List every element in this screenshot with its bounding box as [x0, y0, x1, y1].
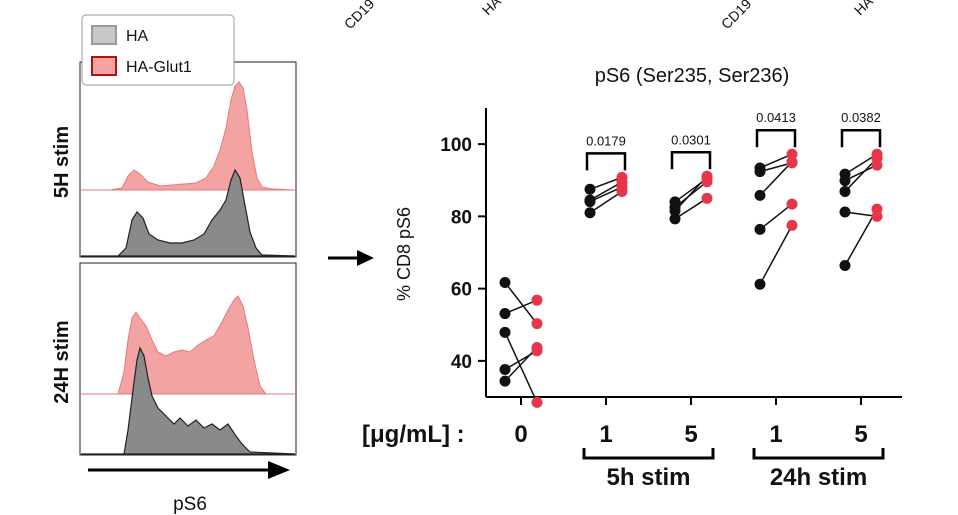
- significance-bracket-4: [840, 128, 882, 148]
- point-ha-glut1-0-1: [531, 294, 543, 306]
- histogram-box-5h: [79, 61, 297, 258]
- point-ha-3-4: [754, 278, 766, 290]
- histogram-box-24h: [79, 262, 297, 456]
- point-ha-4-3: [839, 206, 851, 218]
- y-tick-label-60: 60: [451, 280, 472, 301]
- point-ha-glut1-2-2: [701, 192, 713, 204]
- histogram-5h-ha: [81, 168, 296, 257]
- dose-label-2: 5: [684, 421, 697, 448]
- point-ha-glut1-2-3: [701, 170, 713, 182]
- point-ha-glut1-0-2: [531, 396, 543, 408]
- transition-arrow: [328, 250, 374, 266]
- point-ha-glut1-3-0: [786, 148, 798, 160]
- point-ha-0-3: [499, 364, 511, 376]
- pair-line-0-0: [504, 282, 538, 325]
- point-ha-0-0: [499, 276, 511, 288]
- point-ha-glut1-1-2: [616, 185, 628, 197]
- pair-line-3-1: [759, 162, 793, 173]
- stim-label-1: 24h stim: [770, 464, 867, 491]
- pair-line-4-1: [844, 164, 878, 182]
- top-label-4: HA: [851, 0, 877, 18]
- histogram-5h-ha-glut1: [81, 81, 296, 191]
- y-tick-label-40: 40: [451, 352, 472, 373]
- point-ha-3-3: [754, 223, 766, 235]
- stim-label-0: 5h stim: [606, 464, 690, 491]
- point-ha-2-2: [669, 213, 681, 225]
- legend-box: [81, 14, 235, 86]
- pair-line-0-4: [504, 346, 538, 382]
- pair-line-3-0: [759, 153, 793, 169]
- y-tick-label-80: 80: [451, 207, 472, 228]
- histogram-x-label: pS6: [173, 494, 207, 515]
- legend-swatch-ha: [91, 25, 117, 45]
- top-label-1: CD19: [341, 0, 378, 32]
- y-axis-label: % CD8 pS6: [394, 207, 414, 301]
- histogram-24h-ha-glut1: [81, 295, 295, 395]
- pair-line-0-1: [504, 299, 538, 315]
- row-label-24h: 24H stim: [51, 320, 73, 403]
- histogram-24h-ha: [81, 346, 296, 455]
- significance-bracket-3: [755, 128, 797, 148]
- legend-label-ha: HA: [126, 28, 149, 45]
- transition-arrow-head: [357, 250, 374, 266]
- y-tick-label-100: 100: [440, 135, 472, 156]
- legend-swatch-ha-glut1: [91, 56, 117, 76]
- point-ha-2-3: [669, 205, 681, 217]
- point-ha-4-2: [839, 185, 851, 197]
- pair-line-1-3: [589, 181, 623, 201]
- pair-line-1-0: [589, 176, 623, 190]
- pair-line-3-3: [759, 203, 793, 230]
- point-ha-4-1: [839, 175, 851, 187]
- pair-line-3-2: [759, 161, 793, 196]
- point-ha-glut1-0-4: [531, 342, 543, 354]
- point-ha-0-1: [499, 308, 511, 320]
- point-ha-0-2: [499, 326, 511, 338]
- top-labels: CD19 HA CD19 HA: [341, 0, 877, 32]
- point-ha-1-0: [584, 183, 596, 195]
- dose-label-1: 1: [599, 421, 612, 448]
- scatter-chart: pS6 (Ser235, Ser236) % CD8 pS6 406080100…: [362, 65, 902, 491]
- chart-title: pS6 (Ser235, Ser236): [595, 65, 790, 87]
- point-ha-glut1-0-0: [531, 318, 543, 330]
- dose-label-0: 0: [514, 421, 527, 448]
- stim-bracket-0: [582, 448, 715, 460]
- dose-units-label: [μg/mL] :: [362, 421, 465, 448]
- point-ha-1-3: [584, 194, 596, 206]
- significance-bracket-1: [585, 152, 627, 171]
- top-label-3: CD19: [718, 0, 755, 32]
- pair-line-1-2: [589, 190, 623, 214]
- point-ha-4-4: [839, 260, 851, 272]
- p-value-4: 0.0382: [841, 110, 881, 125]
- p-value-2: 0.0301: [671, 132, 711, 147]
- top-label-2: HA: [479, 0, 505, 18]
- point-ha-0-4: [499, 375, 511, 387]
- pair-line-2-2: [674, 197, 708, 220]
- p-value-3: 0.0413: [756, 110, 796, 125]
- significance-bracket-2: [670, 151, 712, 170]
- stim-bracket-1: [752, 448, 885, 460]
- point-ha-1-2: [584, 207, 596, 219]
- point-ha-glut1-3-2: [786, 156, 798, 168]
- dose-label-3: 1: [769, 421, 782, 448]
- pair-line-3-4: [759, 225, 793, 285]
- pair-line-4-4: [844, 208, 878, 266]
- histogram-panel: HA HA-Glut1 5H stim 24H stim pS6: [51, 14, 297, 515]
- p-value-1: 0.0179: [586, 133, 626, 148]
- point-ha-3-1: [754, 166, 766, 178]
- point-ha-glut1-3-3: [786, 198, 798, 210]
- pair-line-0-2: [504, 332, 538, 403]
- row-label-5h: 5H stim: [51, 126, 73, 198]
- point-ha-glut1-4-2: [871, 152, 883, 164]
- dose-label-4: 5: [854, 421, 867, 448]
- point-ha-glut1-1-3: [616, 176, 628, 188]
- point-ha-3-2: [754, 189, 766, 201]
- histogram-x-arrow-head: [268, 461, 290, 479]
- point-ha-glut1-4-4: [871, 203, 883, 215]
- point-ha-glut1-3-4: [786, 219, 798, 231]
- legend-label-ha-glut1: HA-Glut1: [126, 59, 192, 76]
